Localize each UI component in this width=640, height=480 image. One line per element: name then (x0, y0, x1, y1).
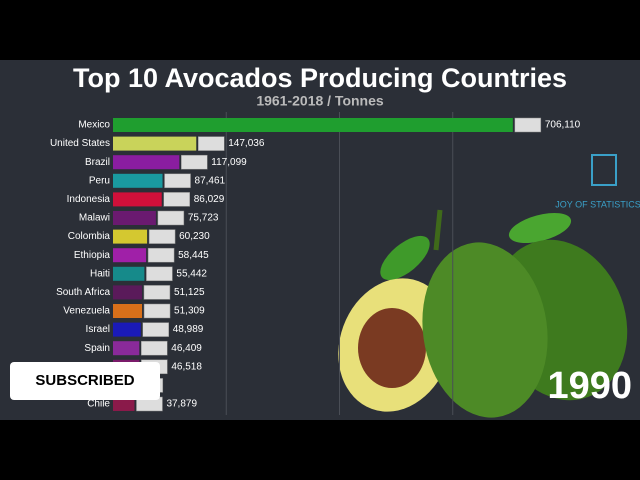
value-label: 37,879 (166, 399, 197, 410)
bars: Mexico 706,110 United States 147,036 Brazil 1… (50, 112, 581, 415)
subscribe-label[interactable]: SUBSCRIBED (35, 372, 134, 389)
flag (514, 117, 542, 133)
flag (198, 136, 225, 151)
value-label: 117,099 (211, 157, 247, 168)
flag (164, 173, 191, 189)
year-label: 1990 (547, 365, 632, 407)
category-label: Peru (89, 175, 110, 186)
category-label: South Africa (56, 287, 110, 298)
avocado-seed (358, 308, 426, 388)
bar (113, 173, 163, 188)
category-label: Ethiopia (74, 250, 111, 261)
value-label: 48,989 (173, 324, 204, 335)
flag (142, 322, 169, 337)
bar (113, 304, 143, 318)
category-label: Malawi (79, 213, 110, 224)
leaf (508, 212, 572, 244)
value-label: 706,110 (545, 120, 581, 131)
bar (113, 229, 148, 244)
flag (181, 154, 208, 170)
flag (147, 247, 175, 263)
value-label: 51,125 (174, 287, 205, 298)
bar (113, 136, 197, 151)
category-label: Chile (87, 399, 110, 410)
value-label: 60,230 (179, 231, 210, 242)
flag (143, 303, 171, 319)
flag (157, 210, 185, 226)
value-label: 75,723 (188, 213, 219, 224)
bar (113, 266, 145, 281)
flag (146, 266, 173, 282)
chart-title: Top 10 Avocados Producing Countries (73, 63, 567, 93)
category-label: Spain (84, 343, 110, 354)
bar (113, 397, 135, 411)
logo-text: JOY OF STATISTICS (555, 199, 640, 209)
category-label: Brazil (85, 157, 110, 168)
flag (148, 229, 176, 244)
flag (141, 340, 168, 356)
logo-icon (591, 154, 617, 186)
stem (433, 209, 443, 251)
bar (113, 155, 180, 170)
value-label: 51,309 (174, 306, 205, 317)
category-label: Venezuela (63, 306, 110, 317)
category-label: Haiti (90, 268, 110, 279)
subscribe-button[interactable] (10, 362, 160, 400)
category-label: Mexico (78, 120, 110, 131)
bar (113, 211, 156, 225)
bar (113, 341, 140, 356)
avocado-illustration (338, 209, 628, 418)
category-label: Colombia (68, 231, 111, 242)
flag (143, 285, 171, 300)
category-label: United States (50, 138, 110, 149)
value-label: 58,445 (178, 250, 209, 261)
bar (113, 118, 513, 132)
leaf (380, 235, 430, 281)
avocado (422, 242, 548, 418)
bar (113, 322, 141, 337)
category-label: Indonesia (67, 194, 111, 205)
flag (163, 192, 190, 207)
logo: JOY OF STATISTICS (555, 154, 640, 209)
bar (113, 192, 162, 207)
value-label: 46,409 (171, 343, 202, 354)
category-label: Israel (86, 324, 110, 335)
value-label: 55,442 (176, 268, 207, 279)
value-label: 86,029 (194, 194, 225, 205)
bar (113, 248, 147, 263)
value-label: 46,518 (171, 361, 202, 372)
value-label: 87,461 (195, 175, 226, 186)
value-label: 147,036 (228, 138, 265, 149)
bar (113, 285, 142, 300)
chart-subtitle: 1961-2018 / Tonnes (256, 93, 384, 109)
